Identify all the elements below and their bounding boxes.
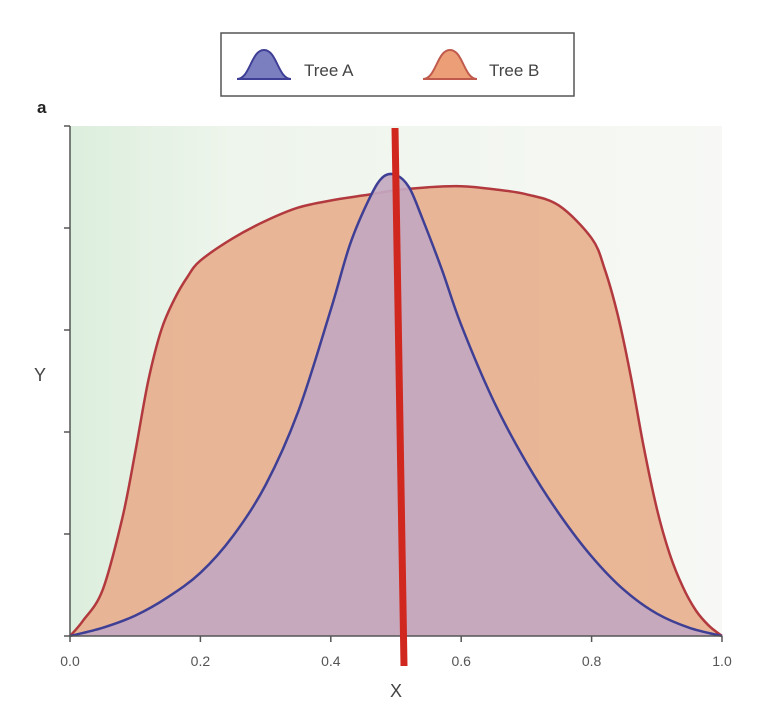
legend-label-tree-b: Tree B <box>489 61 539 80</box>
x-axis-title: X <box>390 681 402 701</box>
panel-label: a <box>37 98 47 117</box>
x-tick-label: 0.0 <box>60 653 80 669</box>
y-axis-title: Y <box>34 365 46 385</box>
x-tick-label: 0.8 <box>582 653 602 669</box>
annotation-vertical-line <box>391 127 408 667</box>
area-tree-a <box>70 173 722 637</box>
series-group <box>69 172 723 638</box>
legend-box <box>220 32 575 97</box>
legend: Tree A Tree B <box>220 32 575 97</box>
annotation-group <box>391 127 408 667</box>
legend-swatch-tree-a <box>236 48 292 80</box>
x-tick-label: 0.4 <box>321 653 341 669</box>
x-tick-label: 0.6 <box>451 653 471 669</box>
x-tick-label: 0.2 <box>191 653 211 669</box>
ticks-group: 0.0 0.2 0.4 0.6 0.8 1.0 <box>60 125 732 669</box>
x-tick-label: 1.0 <box>712 653 732 669</box>
legend-label-tree-a: Tree A <box>304 61 354 80</box>
legend-swatch-tree-b <box>422 48 478 80</box>
